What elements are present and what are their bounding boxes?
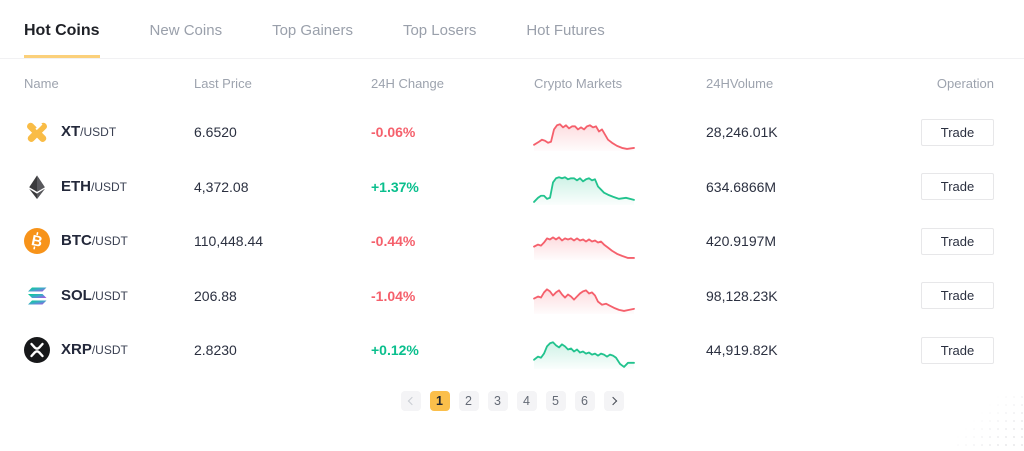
volume-24h: 44,919.82K — [706, 342, 778, 359]
header-crypto-markets: Crypto Markets — [534, 75, 623, 91]
page-button-3[interactable]: 3 — [487, 390, 508, 411]
page-button-5[interactable]: 5 — [545, 390, 566, 411]
trade-button[interactable]: Trade — [921, 282, 994, 310]
price-sparkline — [533, 176, 635, 206]
table-row: XRP/USDT 2.8230 +0.12% 44,919.82K Trade — [0, 323, 1024, 378]
tab-new-coins[interactable]: New Coins — [149, 22, 223, 39]
pair-label: XT/USDT — [61, 123, 116, 141]
pair-label: ETH/USDT — [61, 178, 127, 196]
last-price: 110,448.44 — [194, 233, 264, 250]
change-24h: -0.44% — [371, 233, 416, 250]
pair-quote: /USDT — [91, 179, 127, 194]
tab-top-losers[interactable]: Top Losers — [402, 22, 477, 39]
change-24h: +1.37% — [371, 178, 419, 195]
chevron-left-icon — [407, 396, 416, 405]
price-sparkline — [533, 341, 635, 369]
coin-name-cell[interactable]: B BTC/USDT — [24, 228, 194, 255]
eth-coin-icon — [29, 175, 45, 199]
coin-name-cell[interactable]: XT/USDT — [24, 119, 194, 145]
pair-label: XRP/USDT — [61, 341, 128, 359]
volume-24h: 28,246.01K — [706, 124, 778, 141]
price-sparkline — [533, 288, 635, 315]
volume-24h: 634.6866M — [706, 178, 777, 195]
sol-coin-icon — [28, 287, 47, 305]
price-sparkline — [533, 236, 635, 260]
market-tabs: Hot Coins New Coins Top Gainers Top Lose… — [0, 0, 1024, 59]
pair-base: BTC — [61, 232, 92, 250]
coin-name-cell[interactable]: SOL/USDT — [24, 283, 194, 309]
change-24h: -1.04% — [371, 287, 416, 304]
coin-name-cell[interactable]: XRP/USDT — [24, 337, 194, 364]
btc-coin-icon: B — [24, 228, 50, 255]
change-24h: -0.06% — [371, 124, 416, 141]
header-name: Name — [24, 75, 59, 91]
pair-label: BTC/USDT — [61, 232, 128, 250]
trade-button[interactable]: Trade — [921, 227, 994, 255]
pair-quote: /USDT — [91, 343, 128, 358]
table-row: ETH/USDT 4,372.08 +1.37% 634.6866M Trade — [0, 160, 1024, 215]
chevron-right-icon — [608, 396, 617, 405]
header-last-price: Last Price — [194, 75, 252, 91]
volume-24h: 420.9197M — [706, 233, 777, 250]
next-page-button[interactable] — [603, 390, 624, 411]
trade-button[interactable]: Trade — [921, 118, 994, 146]
page-button-2[interactable]: 2 — [458, 390, 479, 411]
tab-hot-futures[interactable]: Hot Futures — [526, 22, 605, 39]
last-price: 206.88 — [194, 287, 237, 304]
volume-24h: 98,128.23K — [706, 287, 778, 304]
trade-button[interactable]: Trade — [921, 173, 994, 201]
trade-button[interactable]: Trade — [921, 336, 994, 364]
pair-base: XRP — [61, 341, 92, 359]
pair-base: SOL — [61, 286, 92, 304]
coin-name-cell[interactable]: ETH/USDT — [24, 174, 194, 200]
page-button-1[interactable]: 1 — [429, 390, 450, 411]
last-price: 6.6520 — [194, 124, 237, 141]
pair-quote: /USDT — [91, 288, 128, 303]
table-row: XT/USDT 6.6520 -0.06% 28,246.01K Trade — [0, 105, 1024, 160]
pagination: 1 2 3 4 5 6 — [0, 390, 1024, 411]
pair-base: ETH — [61, 177, 91, 195]
header-24h-volume: 24HVolume — [706, 75, 774, 91]
table-row: SOL/USDT 206.88 -1.04% 98,128.23K Trade — [0, 269, 1024, 324]
pair-quote: /USDT — [80, 125, 117, 140]
page-button-6[interactable]: 6 — [574, 390, 595, 411]
svg-text:B: B — [30, 232, 44, 251]
tab-hot-coins[interactable]: Hot Coins — [24, 22, 100, 58]
table-header-row: Name Last Price 24H Change Crypto Market… — [0, 61, 1024, 105]
pair-quote: /USDT — [91, 234, 128, 249]
tab-top-gainers[interactable]: Top Gainers — [272, 22, 353, 39]
xrp-coin-icon — [24, 337, 50, 364]
header-operation: Operation — [936, 75, 994, 91]
change-24h: +0.12% — [371, 342, 419, 359]
last-price: 2.8230 — [194, 342, 237, 359]
table-row: B BTC/USDT 110,448.44 -0.44% 420.9197M T… — [0, 214, 1024, 269]
prev-page-button[interactable] — [400, 390, 421, 411]
price-sparkline — [533, 123, 635, 151]
pair-base: XT — [61, 123, 81, 141]
last-price: 4,372.08 — [194, 178, 249, 195]
pair-label: SOL/USDT — [61, 287, 128, 305]
header-24h-change: 24H Change — [371, 75, 444, 91]
page-button-4[interactable]: 4 — [516, 390, 537, 411]
xt-coin-icon — [27, 122, 47, 143]
